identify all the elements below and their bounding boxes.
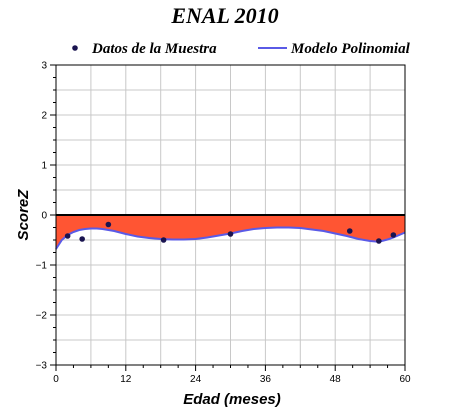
legend: Datos de la Muestra Modelo Polinomial: [72, 41, 411, 57]
x-tick-label: 48: [330, 374, 342, 385]
data-point: [160, 237, 167, 243]
data-point: [64, 233, 71, 239]
data-point: [376, 238, 382, 244]
y-tick-label: 3: [41, 61, 47, 72]
x-axis-label: Edad (meses): [183, 391, 281, 408]
data-point: [227, 231, 234, 237]
data-points: [64, 221, 397, 244]
model-line: [55, 226, 406, 250]
y-tick-label: 2: [41, 111, 47, 122]
legend-marker-datos: [72, 45, 78, 51]
y-tick-label: −1: [36, 261, 48, 272]
x-tick-label: 60: [399, 374, 411, 385]
x-tick-label: 0: [53, 374, 59, 385]
y-tick-label: 1: [41, 161, 47, 172]
data-point: [105, 221, 112, 228]
x-tick-label: 36: [260, 374, 272, 385]
y-axis-label: ScoreZ: [15, 189, 32, 241]
data-point: [390, 232, 397, 238]
data-point: [346, 228, 353, 234]
y-ticks: −3 −2 −1 0 1 2 3: [36, 61, 56, 372]
data-point: [79, 236, 85, 242]
legend-label-modelo: Modelo Polinomial: [290, 41, 411, 57]
y-tick-label: 0: [41, 211, 47, 222]
y-tick-label: −3: [36, 361, 48, 372]
x-tick-label: 12: [120, 374, 132, 385]
y-tick-label: −2: [36, 311, 48, 322]
model-polinomial-line: [55, 226, 406, 250]
legend-label-datos: Datos de la Muestra: [91, 41, 217, 57]
x-tick-label: 24: [190, 374, 202, 385]
x-ticks: 0 12 24 36 48 60: [53, 365, 411, 385]
chart-title: ENAL 2010: [170, 3, 278, 28]
